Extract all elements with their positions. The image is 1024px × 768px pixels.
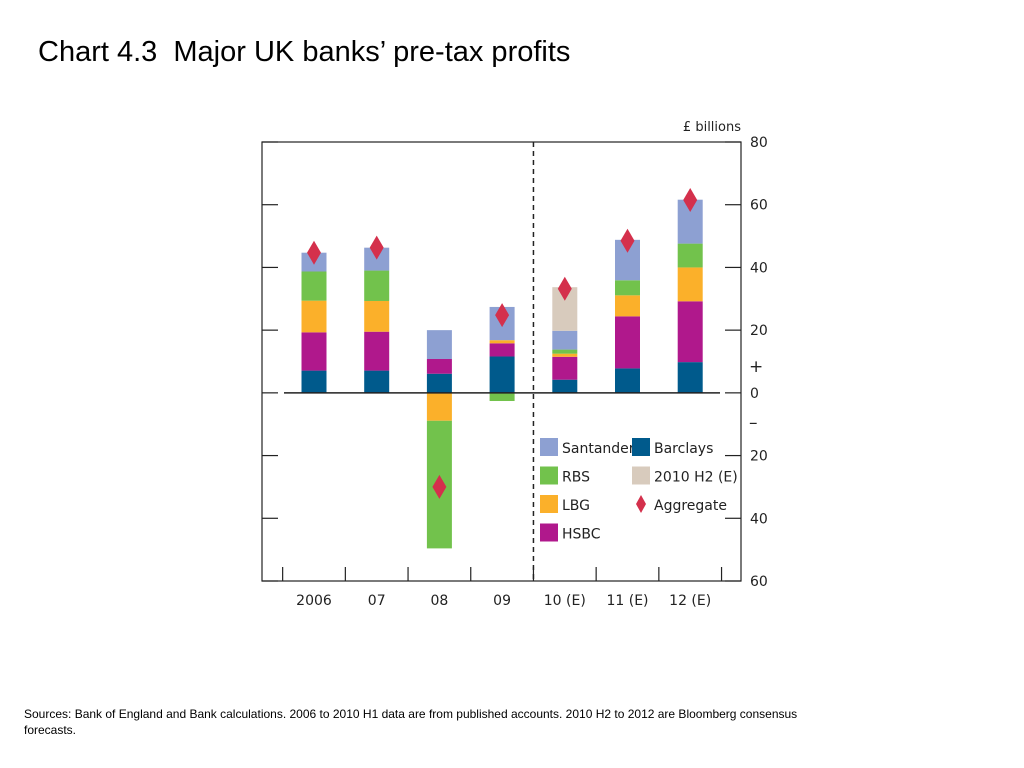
positive-sign-label: + — [749, 357, 763, 377]
legend-swatch — [632, 438, 650, 456]
bars-layer — [301, 199, 703, 549]
x-tick-label: 09 — [493, 593, 511, 609]
unit-label: £ billions — [683, 120, 741, 135]
x-tick-label: 2006 — [296, 593, 332, 609]
bar-segment — [301, 332, 327, 371]
bar-segment — [301, 370, 327, 393]
bar-segment — [615, 368, 640, 393]
bar-segment — [426, 392, 452, 421]
y-tick-label: 20 — [750, 449, 768, 465]
bar-segment — [489, 340, 515, 344]
y-tick-label: 60 — [750, 198, 768, 214]
legend-label: LBG — [562, 498, 590, 514]
aggregate-marker — [683, 188, 698, 213]
bar-segment — [615, 316, 640, 369]
legend-swatch — [540, 495, 558, 513]
legend-label: RBS — [562, 470, 590, 486]
y-tick-label: 60 — [750, 574, 768, 590]
bar-segment — [364, 300, 390, 332]
x-tick-label: 11 (E) — [606, 593, 648, 609]
bar-segment — [489, 343, 515, 357]
chart-legend: Santander RBS LBG HSBC Barclays 2010 H2 (E) Ag… — [540, 438, 738, 543]
y-tick-label: 20 — [750, 323, 768, 339]
plot-frame — [261, 141, 742, 582]
bar-segment — [489, 356, 515, 393]
bar-segment — [364, 331, 390, 371]
bar-segment — [426, 330, 452, 359]
sources-note: Sources: Bank of England and Bank calcul… — [24, 707, 798, 737]
bar-segment — [677, 243, 703, 268]
legend-label: Aggregate — [654, 498, 727, 514]
x-tick-label: 10 (E) — [544, 593, 586, 609]
axes-layer: 80 60 40 20 0 20 40 60 £ billions + – 2006 07 08 09 10 … — [261, 120, 768, 609]
negative-sign-label: – — [749, 413, 758, 433]
bar-segment — [426, 373, 452, 393]
bar-segment — [552, 330, 578, 350]
slide-title: Chart 4.3 Major UK banks’ pre-tax profit… — [38, 36, 571, 68]
bar-segment — [301, 271, 327, 301]
bar-segment — [489, 392, 515, 402]
aggregate-marker — [432, 474, 447, 499]
legend-swatch — [540, 466, 558, 485]
bar-segment — [364, 270, 390, 301]
legend-label: Santander — [562, 441, 635, 457]
bar-segment — [426, 358, 452, 374]
y-tick-label: 80 — [750, 135, 768, 151]
y-tick-label: 0 — [750, 386, 759, 402]
pre-tax-profits-chart: 80 60 40 20 0 20 40 60 £ billions + – 2006 07 08 09 10 … — [261, 120, 768, 609]
bar-segment — [552, 356, 578, 380]
bar-segment — [615, 280, 640, 296]
legend-swatch — [632, 466, 650, 485]
legend-label: HSBC — [562, 527, 601, 543]
legend-swatch — [540, 523, 558, 542]
bar-segment — [677, 301, 703, 363]
aggregate-marker — [620, 228, 635, 253]
legend-label: 2010 H2 (E) — [654, 470, 738, 486]
aggregate-marker — [495, 303, 510, 328]
bar-segment — [677, 267, 703, 302]
aggregate-marker — [557, 276, 572, 301]
x-tick-label: 08 — [430, 593, 448, 609]
legend-swatch — [540, 438, 558, 456]
aggregate-marker — [307, 240, 321, 265]
bar-segment — [552, 379, 578, 393]
aggregate-marker — [369, 235, 384, 260]
bar-segment — [301, 300, 327, 333]
bar-segment — [677, 362, 703, 393]
bar-segment — [615, 295, 640, 317]
aggregate-markers-layer — [307, 188, 698, 499]
bar-segment — [364, 370, 390, 393]
legend-label: Barclays — [654, 441, 713, 457]
y-tick-label: 40 — [750, 511, 768, 527]
bar-segment — [552, 353, 578, 357]
y-tick-label: 40 — [750, 260, 768, 276]
bar-segment — [552, 349, 578, 354]
x-tick-label: 07 — [368, 593, 386, 609]
legend-swatch-aggregate — [636, 495, 646, 513]
x-tick-label: 12 (E) — [669, 593, 711, 609]
